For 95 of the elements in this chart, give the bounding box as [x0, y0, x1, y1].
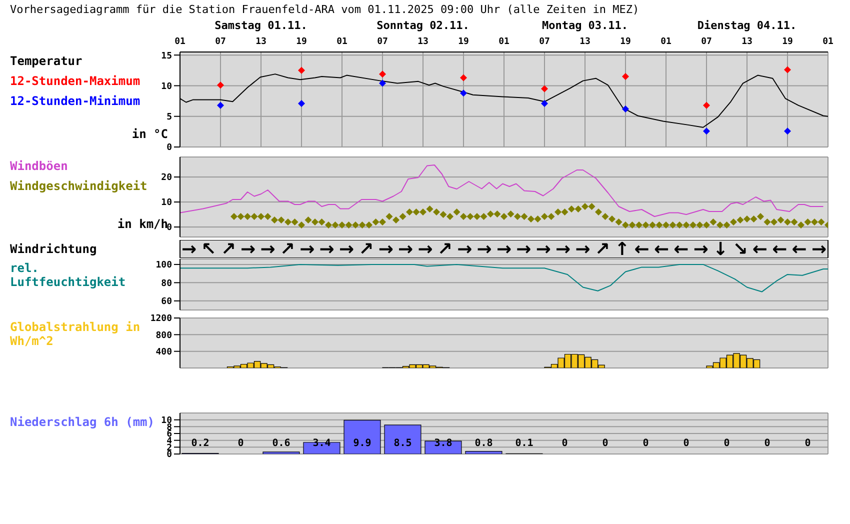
annotation: →: [536, 239, 551, 260]
x-tick-label: 01: [660, 37, 672, 47]
annotation: →: [496, 239, 512, 260]
text: 12-Stunden-Minimum: [10, 94, 142, 108]
data-label: 0: [642, 438, 649, 449]
annotation: ↑: [614, 239, 630, 260]
data-label: 0: [804, 438, 811, 449]
annotation: ↖: [201, 239, 216, 260]
y-tick-label: 80: [161, 278, 172, 289]
annotation: →: [319, 239, 334, 260]
annotation: ↗: [280, 239, 295, 260]
annotation: →: [476, 239, 492, 260]
x2-tick-label: Sonntag 02.11.: [376, 19, 470, 32]
x2-tick-label: Dienstag 04.11.: [697, 19, 797, 32]
data-label: 0: [602, 438, 608, 449]
legend-title: Temperatur: [10, 54, 82, 68]
annotation: ↗: [358, 239, 374, 260]
y-tick-label: 100: [156, 260, 172, 271]
y-tick-label: 10: [161, 198, 172, 208]
y-tick-label: 0: [166, 450, 172, 460]
y-tick-label: 0: [166, 143, 172, 154]
y-axis-title: in °C: [132, 127, 168, 141]
y-axis-title: in km/h: [117, 217, 168, 231]
annotation: →: [240, 239, 256, 260]
y-tick-label: 10: [161, 82, 172, 92]
text: Niederschlag 6h (mm): [10, 415, 156, 429]
data-label: 0.8: [474, 438, 493, 449]
annotation: ←: [674, 239, 689, 260]
data-label: 0: [238, 438, 244, 449]
y-tick-label: 400: [156, 348, 172, 358]
annotation: →: [260, 239, 276, 260]
x-tick-label: 13: [256, 37, 266, 47]
data-label: 9.9: [353, 438, 372, 449]
annotation: ←: [654, 239, 670, 260]
data-label: 0: [724, 438, 730, 449]
annotation: ←: [752, 239, 768, 260]
y-tick-label: 0: [166, 223, 172, 234]
x-tick-label: 07: [377, 37, 388, 47]
annotation: →: [418, 239, 433, 260]
annotation: ←: [772, 239, 788, 260]
x-tick-label: 13: [580, 37, 590, 47]
y-tick-label: 800: [156, 330, 172, 341]
data-label: 0.1: [515, 438, 534, 449]
x-tick-label: 13: [418, 37, 428, 47]
annotation: →: [693, 239, 708, 260]
x-tick-label: 19: [620, 37, 631, 47]
annotation: ↗: [594, 239, 610, 260]
annotation: ←: [634, 239, 650, 260]
y-tick-label: 60: [161, 297, 172, 308]
chart-title: Vorhersagediagramm für die Station Frauenfeld-ARA vom 01.11.2025 09:00 Uhr (alle Zeiten in MEZ): [10, 3, 640, 16]
annotation: →: [556, 239, 571, 260]
data-label: 0: [764, 438, 770, 449]
text: Windrichtung: [10, 242, 97, 256]
x2-tick-label: Montag 03.11.: [542, 19, 628, 32]
x-tick-label: 13: [742, 37, 752, 47]
x-tick-label: 01: [336, 37, 348, 47]
x-tick-label: 19: [458, 37, 469, 47]
annotation: ↗: [220, 239, 236, 260]
annotation: →: [575, 239, 590, 260]
annotation: →: [811, 239, 827, 260]
annotation: →: [300, 239, 315, 260]
data-label: 0.6: [272, 438, 290, 449]
x2-tick-label: Samstag 01.11.: [214, 19, 308, 32]
data-label: 3.8: [434, 438, 452, 449]
data-label: 8.5: [394, 438, 412, 449]
x-tick-label: 01: [174, 37, 186, 47]
text: Globalstrahlung in Wh/m^2: [10, 320, 140, 348]
x-tick-label: 01: [822, 37, 834, 47]
annotation: →: [378, 239, 394, 260]
y-tick-label: 5: [166, 112, 172, 123]
text: rel. Luftfeuchtigkeit: [10, 261, 126, 289]
x-tick-label: 01: [498, 37, 510, 47]
y-tick-label: 1200: [150, 314, 172, 324]
text: Windgeschwindigkeit: [10, 179, 148, 193]
annotation: →: [398, 239, 414, 260]
annotation: ↓: [713, 239, 728, 260]
annotation: →: [338, 239, 354, 260]
data-label: 0: [562, 438, 568, 449]
x-tick-label: 19: [782, 37, 793, 47]
annotation: ←: [792, 239, 807, 260]
x-tick-label: 07: [539, 37, 550, 47]
annotation: →: [181, 239, 197, 260]
x-tick-label: 07: [701, 37, 712, 47]
annotation: →: [516, 239, 532, 260]
x-tick-label: 07: [215, 37, 226, 47]
y-tick-label: 15: [161, 51, 172, 62]
x-tick-label: 19: [296, 37, 307, 47]
data-label: 0: [683, 438, 690, 449]
annotation: ↘: [732, 239, 748, 260]
annotation: ↗: [437, 239, 452, 260]
annotation: →: [457, 239, 472, 260]
text: Windböen: [10, 159, 69, 173]
text: 12-Stunden-Maximum: [10, 74, 142, 88]
y-tick-label: 20: [161, 173, 172, 184]
data-label: 0.2: [191, 438, 210, 449]
